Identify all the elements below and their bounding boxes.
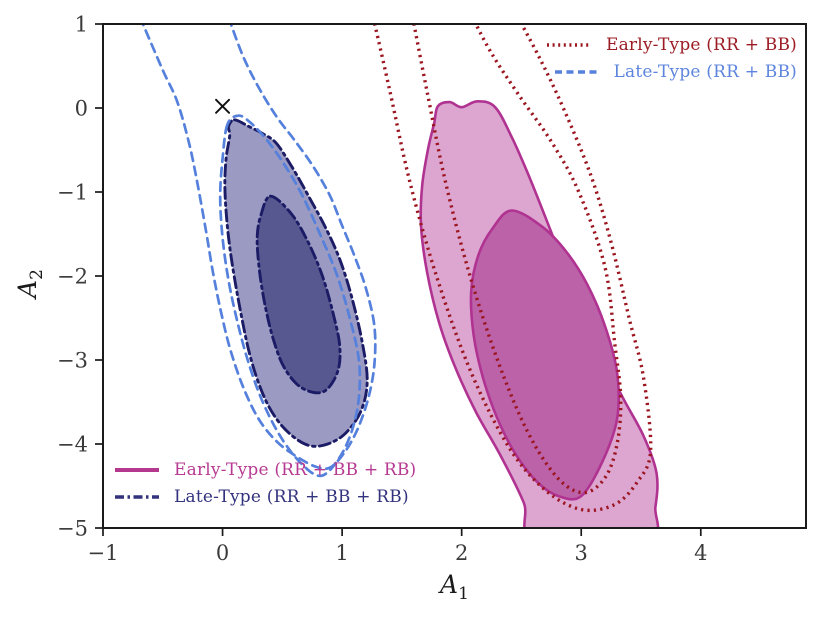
y-tick-label: −1 — [57, 181, 88, 205]
y-tick-label: −2 — [57, 265, 88, 289]
legend-label: Late-Type (RR + BB + RB) — [174, 487, 409, 507]
dotted-line-sample-icon — [546, 43, 591, 47]
dashed-line-sample-icon — [554, 70, 599, 74]
x-tick-label: −1 — [88, 541, 119, 565]
x-tick-label: 0 — [216, 541, 229, 565]
legend-top-right: Early-Type (RR + BB) Late-Type (RR + BB) — [545, 35, 797, 82]
x-axis-label: A1 — [440, 570, 469, 604]
legend-item-late-all: Late-Type (RR + BB + RB) — [113, 487, 409, 507]
y-tick-label: −5 — [57, 517, 88, 541]
solid-line-sample-icon — [115, 468, 159, 472]
contour-early-all-inner — [469, 209, 621, 501]
x-marker — [215, 98, 231, 114]
y-tick-label: 1 — [75, 13, 88, 37]
axis-tick-labels: −1 0 1 2 3 4 1 0 −1 −2 −3 −4 −5 — [57, 13, 707, 566]
contour-early-rrbb-outer — [372, 24, 653, 513]
y-tick-label: −3 — [57, 349, 88, 373]
contour-late-rrbb-outer — [141, 24, 377, 471]
legend-item-late-rrbb: Late-Type (RR + BB) — [553, 62, 797, 82]
axis-ticks — [95, 23, 702, 536]
contour-layer — [141, 24, 660, 528]
y-tick-label: −4 — [57, 433, 88, 457]
dashdot-line-sample-icon — [115, 495, 159, 499]
legend-label: Early-Type (RR + BB) — [605, 35, 797, 55]
y-tick-label: 0 — [75, 97, 88, 121]
contour-late-rrbb-inner — [218, 114, 362, 478]
x-tick-label: 3 — [575, 541, 588, 565]
x-tick-label: 4 — [694, 541, 707, 565]
x-tick-label: 1 — [335, 541, 348, 565]
legend-bottom-left: Early-Type (RR + BB + RB) Late-Type (RR … — [113, 460, 416, 507]
y-axis-label: A2 — [12, 269, 47, 298]
legend-label: Late-Type (RR + BB) — [613, 62, 797, 82]
contour-late-all-inner — [255, 194, 342, 395]
x-tick-label: 2 — [455, 541, 468, 565]
legend-item-early-rrbb: Early-Type (RR + BB) — [545, 35, 797, 55]
legend-label: Early-Type (RR + BB + RB) — [174, 460, 417, 480]
legend-item-early-all: Early-Type (RR + BB + RB) — [113, 460, 416, 480]
